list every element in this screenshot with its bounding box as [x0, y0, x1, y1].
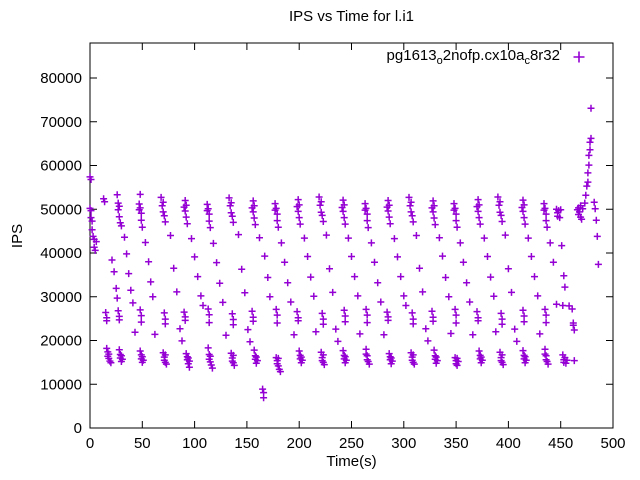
- x-axis-label: Time(s): [326, 453, 377, 470]
- legend-plus-marker-icon: [573, 51, 585, 63]
- x-tick-label: 400: [496, 435, 521, 452]
- y-tick-label: 50000: [40, 201, 82, 218]
- y-tick-label: 0: [74, 420, 82, 437]
- y-tick-label: 10000: [40, 376, 82, 393]
- legend-series-label: pg1613o2nofp.cx10ac8r32: [386, 47, 560, 67]
- x-tick-label: 200: [287, 435, 312, 452]
- chart-title: IPS vs Time for l.i1: [288, 8, 415, 25]
- y-axis-label: IPS: [9, 223, 26, 249]
- x-tick-label: 500: [600, 435, 625, 452]
- scatter-points: [86, 104, 602, 402]
- y-tick-label: 80000: [40, 70, 82, 87]
- x-tick-label: 350: [444, 435, 469, 452]
- y-tick-label: 30000: [40, 289, 82, 306]
- y-tick-label: 60000: [40, 158, 82, 175]
- x-tick-label: 50: [134, 435, 151, 452]
- x-tick-label: 0: [86, 435, 94, 452]
- x-tick-label: 100: [182, 435, 207, 452]
- legend: pg1613o2nofp.cx10ac8r32: [90, 47, 586, 67]
- x-tick-label: 450: [548, 435, 573, 452]
- y-tick-label: 70000: [40, 114, 82, 131]
- x-tick-label: 150: [234, 435, 259, 452]
- x-tick-label: 250: [339, 435, 364, 452]
- y-tick-label: 40000: [40, 245, 82, 262]
- x-tick-label: 300: [391, 435, 416, 452]
- y-tick-label: 20000: [40, 333, 82, 350]
